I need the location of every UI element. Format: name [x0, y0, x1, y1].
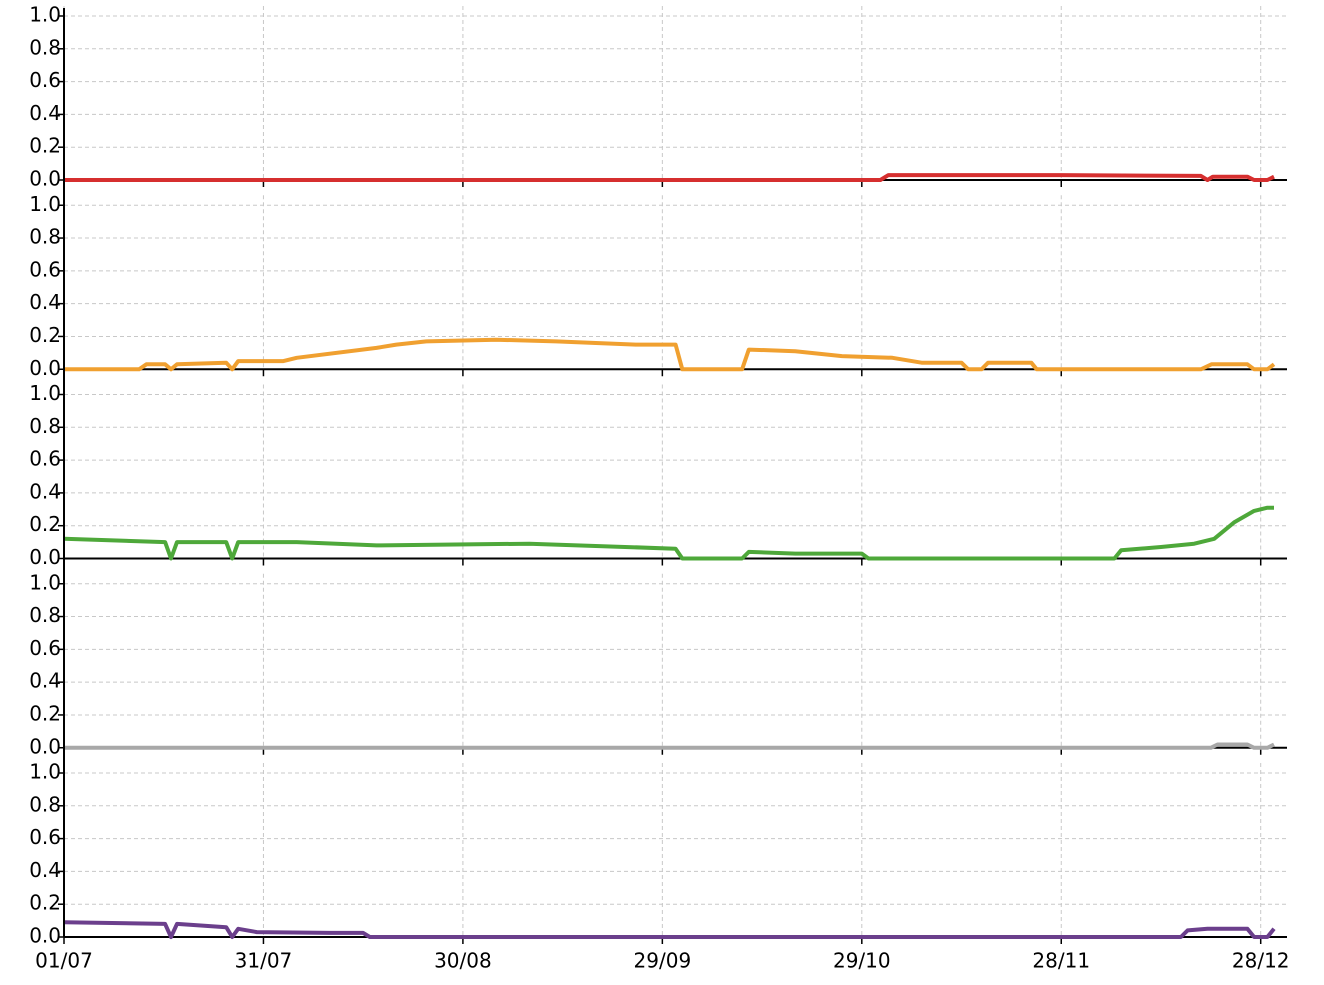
y-tick-label: 1.0: [29, 570, 61, 594]
y-tick-label: 0.4: [29, 669, 61, 693]
y-tick-label: 0.6: [29, 636, 61, 660]
y-tick-label: 0.8: [29, 792, 61, 816]
y-tick-label: 0.4: [29, 858, 61, 882]
y-tick-label: 0.2: [29, 701, 61, 725]
y-tick-label: 0.2: [29, 323, 61, 347]
x-tick-label: 29/10: [833, 949, 891, 973]
y-tick-label: 0.0: [29, 545, 61, 569]
y-tick-label: 1.0: [29, 3, 61, 27]
y-tick-label: 0.2: [29, 512, 61, 536]
series-line: [63, 505, 1274, 561]
x-tick-label: 31/07: [235, 949, 293, 973]
series-line: [63, 920, 1276, 939]
x-tick-label: 29/09: [634, 949, 692, 973]
x-tick-label: 30/08: [434, 949, 492, 973]
x-tick-label: 01/07: [35, 949, 93, 973]
y-tick-label: 0.0: [29, 167, 61, 191]
y-tick-label: 0.4: [29, 101, 61, 125]
series-line: [64, 173, 1275, 182]
y-tick-label: 0.0: [29, 924, 61, 948]
y-tick-label: 0.6: [29, 257, 61, 281]
y-tick-label: 0.0: [29, 356, 61, 380]
y-tick-label: 0.6: [29, 68, 61, 92]
x-tick-label: 28/11: [1032, 949, 1090, 973]
y-tick-label: 0.2: [29, 891, 61, 915]
y-tick-label: 0.4: [29, 479, 61, 503]
y-tick-label: 1.0: [29, 381, 61, 405]
y-tick-label: 1.0: [29, 192, 61, 216]
y-tick-label: 0.0: [29, 734, 61, 758]
y-tick-label: 1.0: [29, 760, 61, 784]
y-tick-label: 0.8: [29, 414, 61, 438]
y-tick-label: 0.8: [29, 35, 61, 59]
y-tick-label: 0.6: [29, 825, 61, 849]
x-tick-label: 28/12: [1232, 949, 1290, 973]
y-tick-label: 0.6: [29, 447, 61, 471]
series-line: [64, 337, 1276, 372]
y-tick-label: 0.4: [29, 290, 61, 314]
y-tick-label: 0.8: [29, 225, 61, 249]
y-tick-label: 0.8: [29, 603, 61, 627]
series-line: [64, 742, 1275, 750]
y-tick-label: 0.2: [29, 134, 61, 158]
